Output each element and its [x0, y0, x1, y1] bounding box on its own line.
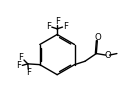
Text: F: F: [55, 17, 60, 26]
Text: F: F: [17, 61, 22, 70]
Text: F: F: [26, 68, 31, 77]
Text: O: O: [95, 33, 101, 42]
Text: O: O: [104, 51, 111, 60]
Text: F: F: [19, 53, 24, 62]
Text: F: F: [46, 22, 51, 31]
Text: F: F: [63, 22, 68, 31]
